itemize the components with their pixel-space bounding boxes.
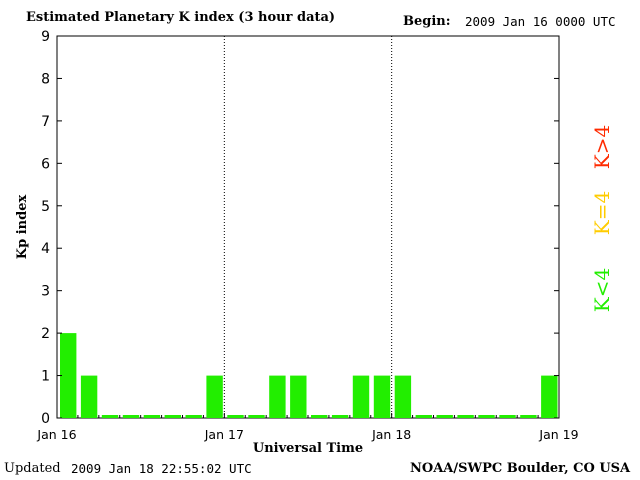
kp-bar [164, 415, 181, 418]
credit-text: NOAA/SWPC Boulder, CO USA [410, 461, 631, 476]
kp-bar [394, 375, 412, 418]
kp-bar [248, 415, 265, 418]
kp-bar [415, 415, 432, 418]
kp-bar [311, 415, 328, 418]
legend-item: K<4 [590, 268, 614, 312]
x-tick-label: Jan 18 [371, 427, 411, 442]
chart-title: Estimated Planetary K index (3 hour data… [26, 10, 336, 25]
kp-bar [499, 415, 516, 418]
begin-label: Begin: [403, 14, 451, 29]
kp-bar [331, 415, 349, 418]
kp-bar [227, 415, 244, 418]
kp-bar [457, 415, 474, 418]
kp-bar [436, 415, 453, 418]
y-tick-label: 5 [41, 199, 50, 215]
plot-frame [56, 35, 560, 419]
legend-item: K>4 [590, 125, 614, 169]
y-tick-label: 4 [41, 241, 50, 257]
x-axis-label: Universal Time [253, 441, 363, 456]
y-tick-label: 3 [41, 284, 50, 300]
kp-bar [478, 415, 495, 418]
y-tick-label: 6 [41, 156, 50, 172]
kp-bar [60, 333, 77, 418]
kp-bar [269, 375, 286, 418]
y-tick-label: 0 [41, 411, 50, 427]
x-tick-label: Jan 17 [204, 427, 244, 442]
kp-bar [541, 375, 558, 418]
kp-bar [290, 375, 307, 418]
x-tick-label: Jan 19 [538, 427, 578, 442]
y-tick-label: 9 [41, 29, 50, 45]
y-tick-label: 7 [41, 114, 50, 130]
kp-bar [352, 375, 370, 418]
kp-bar [373, 375, 391, 418]
begin-value: 2009 Jan 16 0000 UTC [465, 14, 616, 29]
kp-bar [520, 415, 537, 418]
kp-bar [101, 415, 119, 418]
kp-bar [206, 375, 223, 418]
kp-bar [185, 415, 202, 418]
x-tick-label: Jan 16 [36, 427, 76, 442]
kp-bar [143, 415, 161, 418]
y-tick-label: 8 [41, 71, 50, 87]
updated-value: 2009 Jan 18 22:55:02 UTC [71, 461, 252, 476]
kp-bar [80, 375, 98, 418]
y-tick-label: 1 [41, 369, 50, 385]
updated-label: Updated [4, 461, 61, 476]
legend-item: K=4 [590, 191, 614, 235]
kp-bar [122, 415, 140, 418]
y-axis-label: Kp index [15, 195, 30, 260]
y-tick-label: 2 [41, 326, 50, 342]
